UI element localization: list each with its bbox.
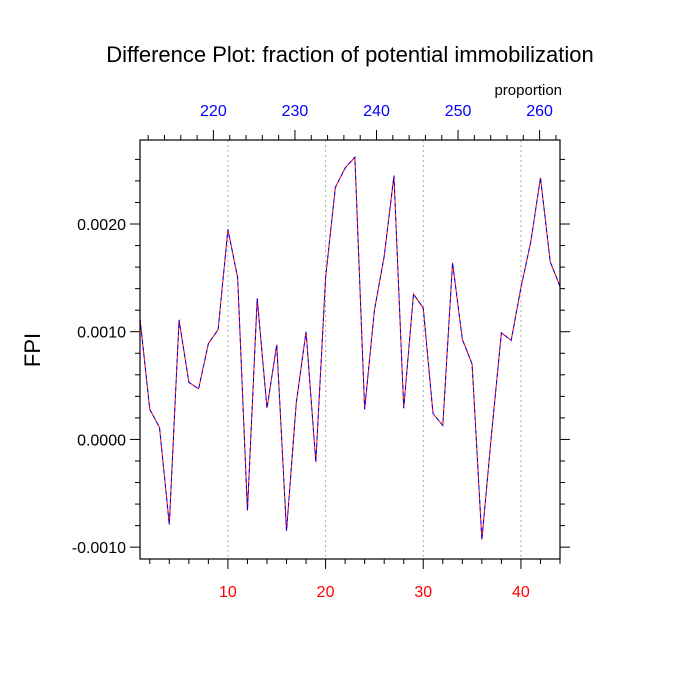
y-tick-label: 0.0020 [77,217,126,234]
y-tick-label: -0.0010 [72,540,126,557]
x-top-tick-label: 220 [200,103,227,120]
series-line-dash-0 [139,155,561,540]
x-top-tick-label: 250 [445,103,472,120]
x-bottom-tick-label: 40 [512,584,530,601]
y-axis-label: FPI [20,333,45,367]
x-top-tick-label: 260 [526,103,553,120]
x-top-tick-label: 240 [363,103,390,120]
x-bottom-tick-label: 30 [414,584,432,601]
plot-frame [139,139,561,560]
x-top-tick-label: 230 [282,103,309,120]
grid-lines [227,140,522,559]
x-bottom-tick-label: 10 [219,584,237,601]
x-bottom-tick-label: 20 [317,584,335,601]
top-axis-label: proportion [494,82,562,99]
series-line-0 [139,155,561,540]
axes [130,130,570,569]
chart-title: Difference Plot: fraction of potential i… [106,42,594,67]
y-tick-label: 0.0010 [77,325,126,342]
series-layer [139,155,561,540]
y-tick-label: 0.0000 [77,432,126,449]
tick-labels: -0.0010 0.0000 0.0010 0.0020 10 20 30 40 220 230 2… [72,103,553,601]
